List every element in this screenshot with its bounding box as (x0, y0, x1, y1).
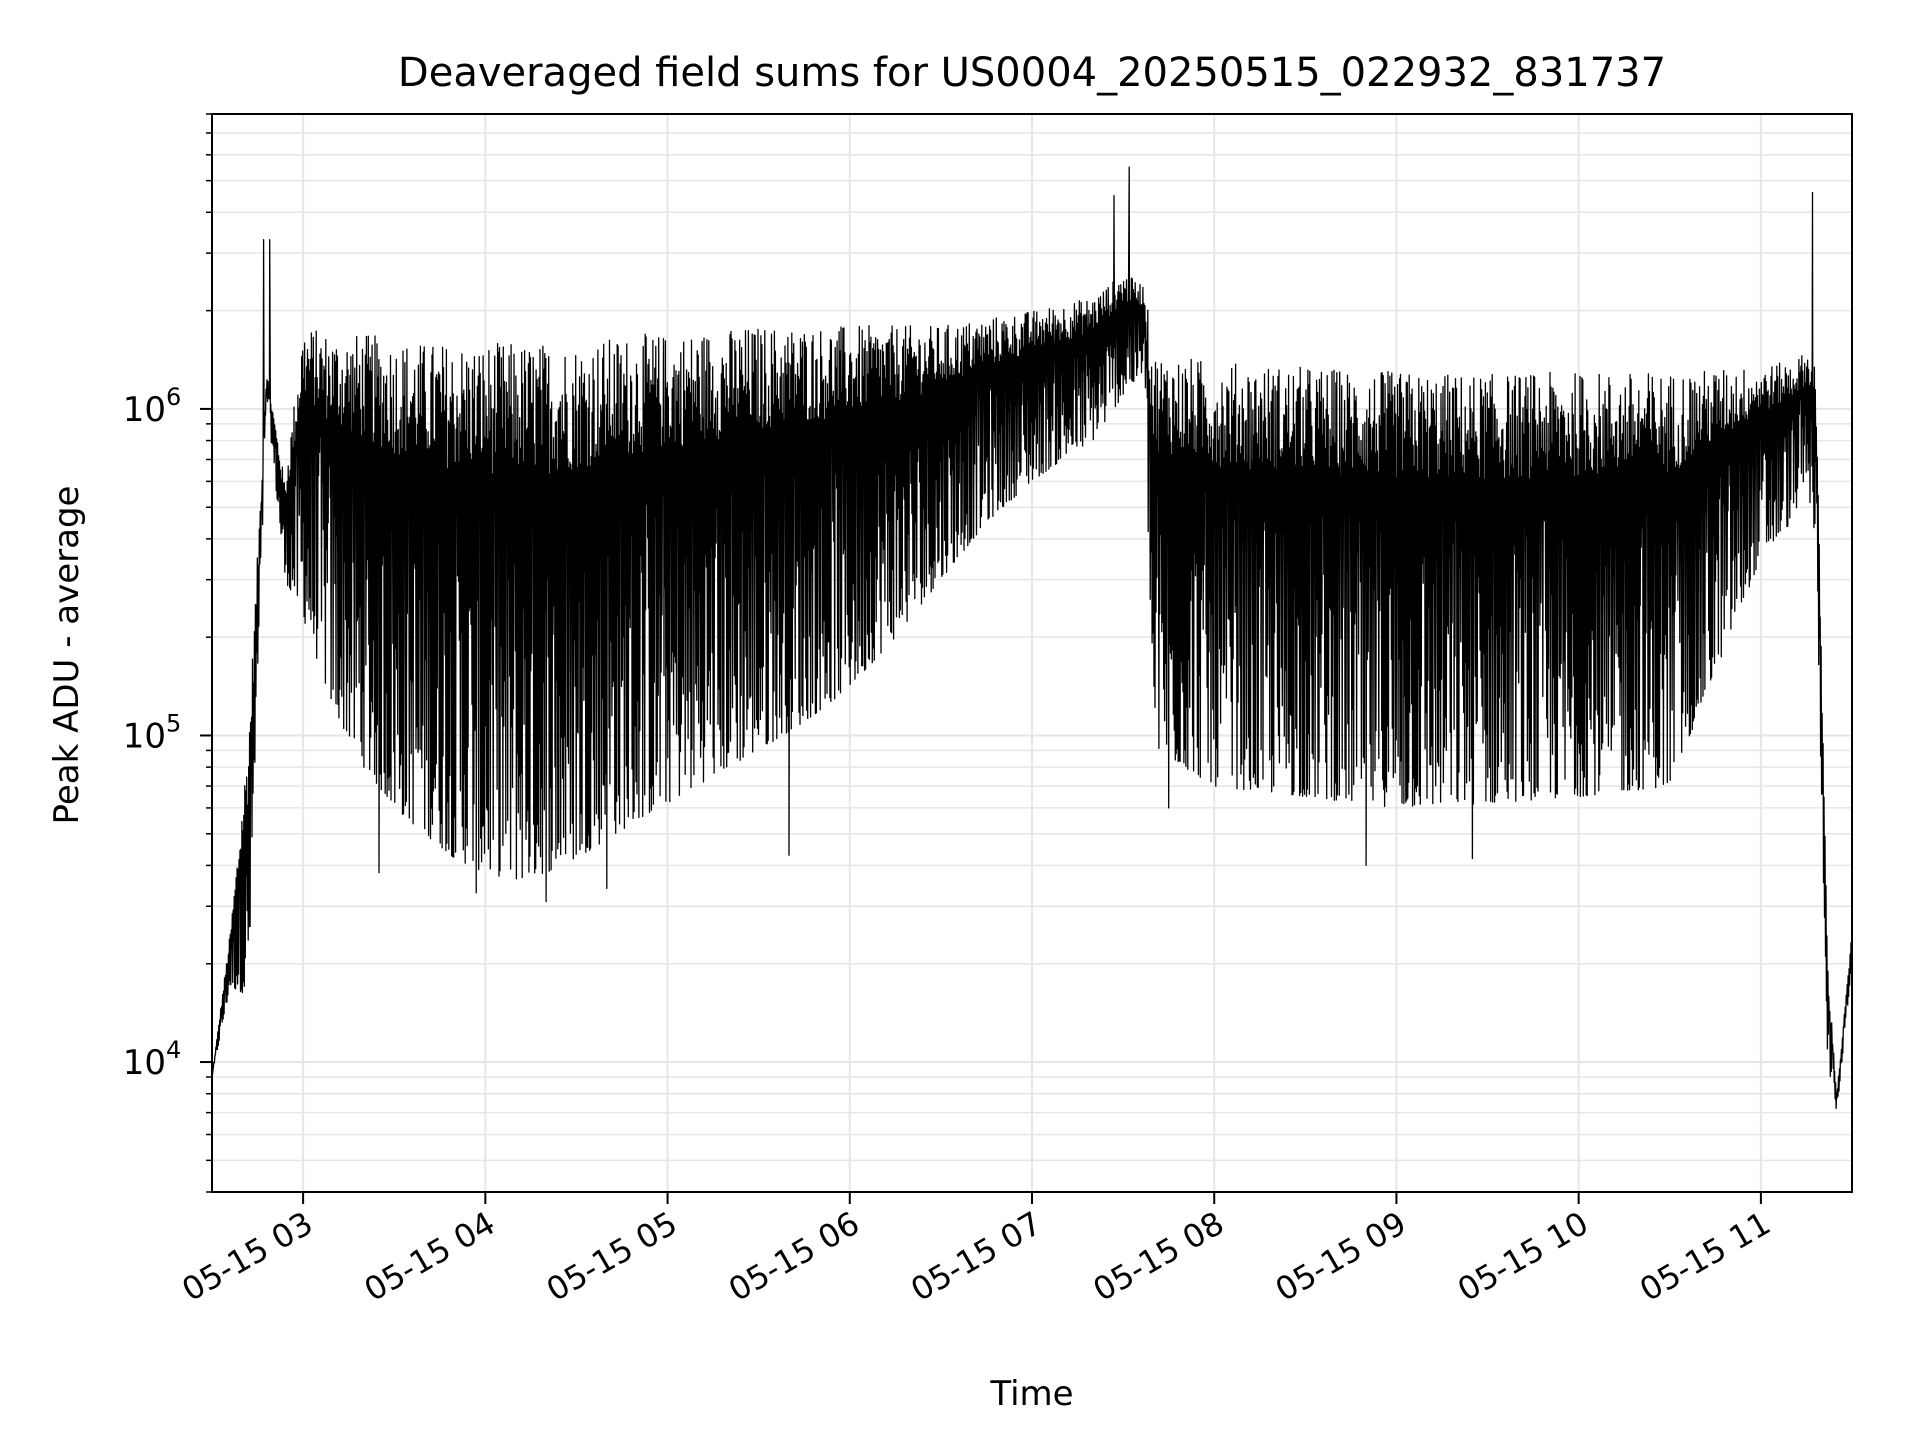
y-axis: 104 105 106 (123, 113, 212, 1193)
x-axis-label: Time (989, 1374, 1073, 1414)
series-line (211, 166, 1853, 1109)
y-tick-label: 105 (123, 709, 182, 756)
y-tick-label: 106 (123, 383, 182, 430)
y-tick-label: 104 (123, 1036, 182, 1083)
y-axis-label: Peak ADU - average (47, 486, 87, 825)
chart-title: Deaveraged field sums for US0004_2025051… (398, 50, 1666, 96)
series-layer (211, 166, 1853, 1109)
